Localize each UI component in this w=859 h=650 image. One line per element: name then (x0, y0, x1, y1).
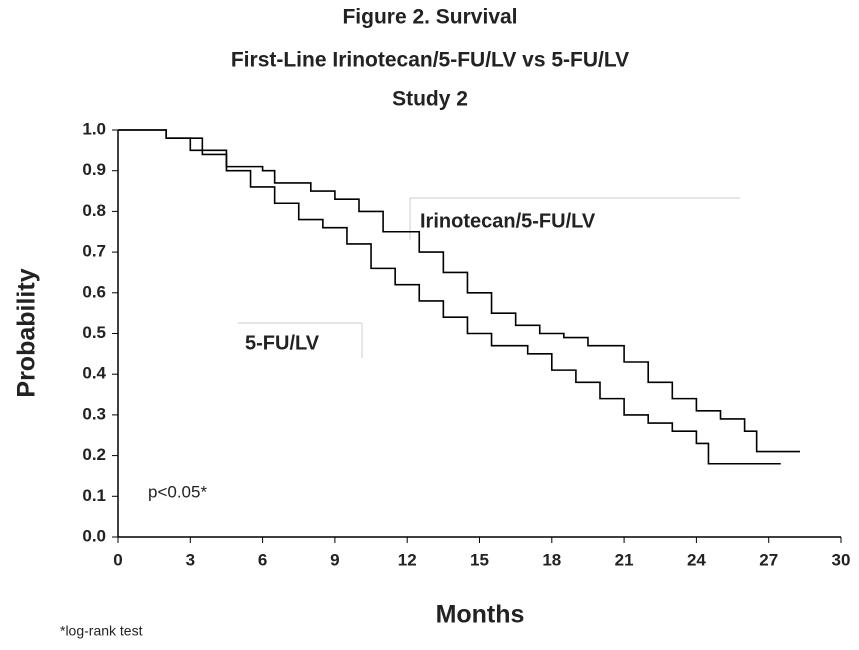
survival-curve (118, 129, 801, 453)
chart-subtitle: Study 2 (392, 88, 468, 111)
y-axis-label: Probability (13, 268, 41, 397)
x-tick-label: 30 (832, 550, 851, 569)
y-tick-label: 0.7 (82, 242, 106, 261)
x-tick-label: 6 (258, 550, 267, 569)
x-tick-label: 27 (759, 550, 778, 569)
chart-subtitle: First-Line Irinotecan/5-FU/LV vs 5-FU/LV (231, 49, 629, 72)
x-tick-label: 3 (186, 550, 195, 569)
x-tick-label: 9 (330, 550, 339, 569)
x-tick-label: 12 (398, 550, 417, 569)
series-label: Irinotecan/5-FU/LV (420, 210, 596, 232)
annotation: p<0.05* (148, 482, 207, 501)
x-tick-label: 15 (470, 550, 489, 569)
y-tick-label: 0.6 (82, 282, 106, 301)
y-tick-label: 0.8 (82, 201, 106, 220)
chart-title: Figure 2. Survival (342, 6, 517, 29)
y-tick-label: 0.5 (82, 323, 106, 342)
x-tick-label: 0 (113, 550, 122, 569)
y-tick-label: 1.0 (82, 119, 106, 138)
x-tick-label: 18 (542, 550, 561, 569)
footnote: *log-rank test (60, 623, 143, 639)
y-tick-label: 0.3 (82, 404, 106, 423)
y-tick-label: 0.9 (82, 160, 106, 179)
x-tick-label: 21 (615, 550, 634, 569)
y-tick-label: 0.1 (82, 486, 106, 505)
y-tick-label: 0.2 (82, 445, 106, 464)
x-tick-label: 24 (687, 550, 706, 569)
y-tick-label: 0.0 (82, 526, 106, 545)
y-tick-label: 0.4 (82, 364, 106, 383)
series-label: 5-FU/LV (245, 332, 320, 354)
x-axis-label: Months (436, 601, 525, 629)
survival-curve (118, 129, 781, 465)
